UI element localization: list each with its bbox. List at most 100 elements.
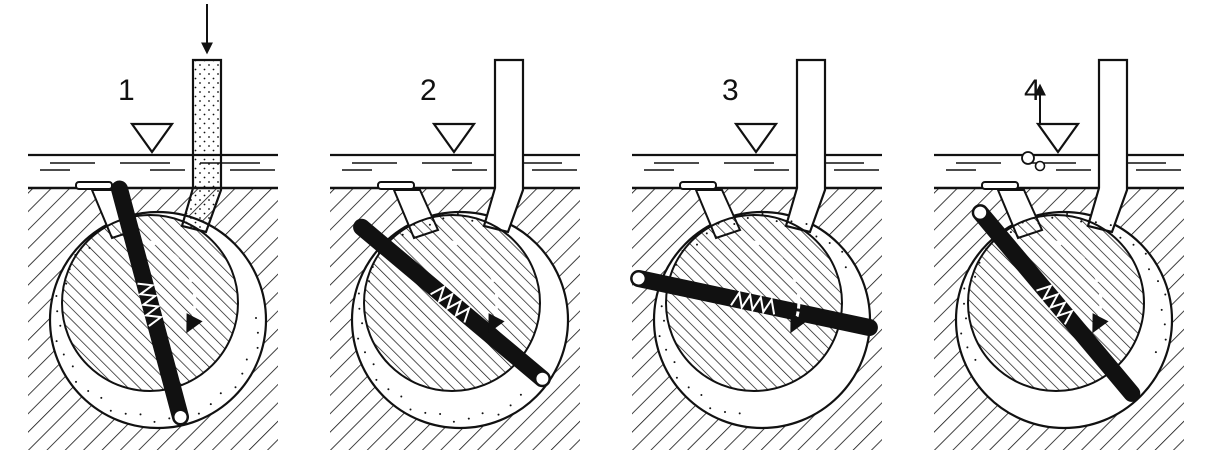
gas-particle [371,266,374,268]
gas-particle [219,392,222,395]
gas-particle [358,307,361,310]
gas-particle [372,363,375,366]
gas-particle [1037,222,1040,225]
rotation-arrow-icon [149,240,203,334]
gas-particle [168,417,171,420]
gas-particle [357,337,360,340]
gas-particle [59,324,62,327]
gas-particle [361,322,364,325]
gas-particle [509,404,512,407]
gas-particle [963,302,965,305]
inlet-flap [75,181,113,190]
gas-particle [1148,268,1150,271]
panel-2: 2 [330,58,580,450]
gas-particle [100,396,103,399]
gas-particle [471,219,474,222]
gas-particle [1160,308,1163,311]
gas-particle [88,246,91,249]
gas-particle [452,420,455,423]
water-level-icon [431,122,477,154]
gas-particle [153,420,156,423]
gas-particle [519,393,522,396]
gas-particle [1109,224,1112,227]
vane-spring [1036,284,1075,325]
gas-particle [209,403,212,406]
gas-particle [963,287,966,290]
water-body [934,155,1184,188]
gas-particle [75,380,77,383]
gas-particle [815,235,818,238]
gas-speckle [55,246,259,423]
bubble [1034,160,1046,172]
rotation-arrow-icon [451,240,505,334]
gas-particle [761,213,764,215]
gas-particle [375,378,378,381]
water-body [632,155,882,188]
gas-particle [974,358,977,361]
gas-particle [456,213,459,215]
gas-particle [709,407,712,410]
gas-particle [841,250,844,253]
gas-particle [245,358,248,361]
gas-particle [255,317,257,319]
gas-particle [124,412,127,415]
discharge-pipe [784,58,827,234]
gas-particle [1066,213,1069,215]
gas-particle [978,261,981,264]
gas-particle [1080,220,1083,223]
gas-particle [665,348,668,351]
gas-particle [1094,221,1097,224]
gas-particle [387,388,390,391]
gas-particle [828,242,831,244]
vane-tip-pivot [172,409,189,425]
vane-tip-pivot [972,204,989,221]
bubble [1021,151,1035,165]
gas-particle [87,390,90,392]
water-level-icon [1035,122,1081,154]
vane-spring [730,290,776,315]
gas-particle [1009,231,1012,234]
gas-particle [966,346,969,349]
vane-spring [137,282,164,327]
gas-particle [738,412,741,415]
inlet-flap [981,181,1019,190]
gas-particle [68,268,71,271]
gas-particle [74,254,77,256]
gas-particle [705,232,708,235]
gas-particle [71,365,74,368]
gas-particle [241,372,244,375]
gas-particle [55,295,58,297]
gas-particle [234,386,237,389]
gas-particle [660,305,663,308]
gas-particle [256,346,259,349]
gas-particle [497,413,500,416]
panel-1: 1 [28,4,278,450]
panel-number: 1 [118,74,135,107]
water-level-icon [733,122,779,154]
gas-particle [401,233,404,236]
gas-particle [481,412,484,415]
gas-particle [805,223,808,225]
water-body [330,155,580,188]
vane-tip-pivot [630,270,647,287]
vane-tip-pivot [534,370,551,387]
gas-particle [364,351,366,354]
gas-particle [439,413,442,415]
gas-particle [467,417,470,420]
gas-particle [1164,293,1167,296]
panel-4: 4 [934,58,1184,450]
gas-particle [1144,252,1147,255]
discharge-pipe [1086,58,1129,234]
gas-particle [1051,216,1054,219]
water-level-icon [129,122,175,154]
gas-particle [658,335,661,338]
gas-particle [413,223,416,226]
gas-particle [965,317,967,320]
gas-particle [687,386,690,389]
gas-particle [675,263,678,266]
gas-particle [717,222,720,225]
gas-particle [724,411,726,413]
gas-particle [985,248,988,250]
gas-particle [65,282,68,285]
gas-particle [696,243,698,246]
